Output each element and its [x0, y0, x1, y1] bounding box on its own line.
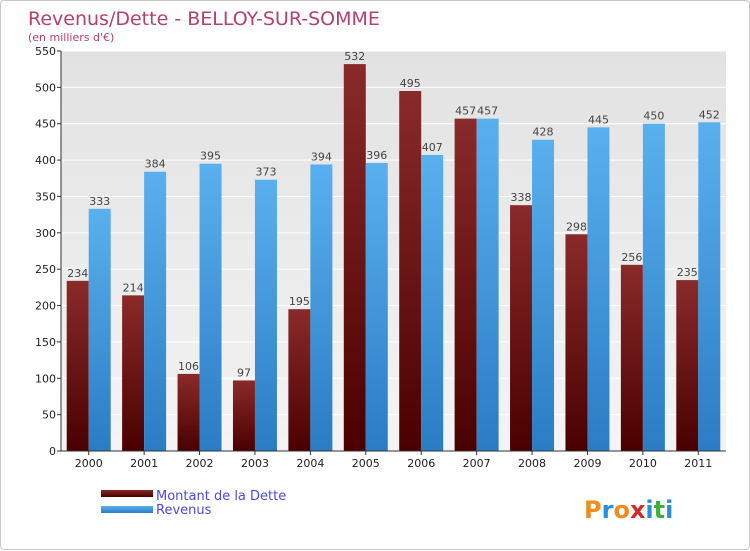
x-tick-label: 2002	[186, 457, 214, 470]
brand-letter: o	[613, 496, 630, 524]
data-label: 235	[677, 266, 698, 279]
x-tick-label: 2010	[629, 457, 657, 470]
y-tick-label: 300	[35, 227, 56, 240]
bar-revenus-2002	[199, 163, 222, 451]
x-tick-label: 2007	[463, 457, 491, 470]
y-tick-label: 150	[35, 336, 56, 349]
bar-revenus-2006	[421, 155, 444, 451]
legend: Montant de la Dette Revenus	[101, 489, 286, 518]
grid-lines	[61, 50, 726, 452]
bar-revenus-2000	[88, 208, 111, 451]
y-tick-label: 0	[49, 445, 56, 458]
y-axis: 0 50 100 150 200 250 300 350 400 450 500 550	[35, 45, 62, 458]
data-label: 298	[566, 220, 587, 233]
brand-letter: r	[602, 496, 614, 524]
bar-dette-2002	[177, 373, 200, 451]
bar-dette-2004	[288, 309, 311, 451]
y-tick-label: 400	[35, 154, 56, 167]
y-tick-label: 350	[35, 190, 56, 203]
bar-revenus-2011	[698, 122, 721, 451]
data-label: 256	[621, 251, 642, 264]
y-tick-label: 250	[35, 263, 56, 276]
proxiti-logo: Proxiti	[584, 496, 673, 524]
bar-dette-2008	[510, 205, 533, 451]
data-label: 532	[344, 50, 365, 63]
x-tick-label: 2004	[296, 457, 324, 470]
chart-subtitle: (en milliers d'€)	[28, 31, 114, 44]
data-label: 214	[123, 281, 144, 294]
data-label: 428	[533, 126, 554, 139]
x-tick-label: 2006	[407, 457, 435, 470]
data-labels: 234 333 214 384 106 395 97 373 195 394 532 396 495 40…	[67, 50, 720, 379]
brand-letter: x	[630, 496, 646, 524]
x-tick-label: 2003	[241, 457, 269, 470]
data-label: 395	[200, 150, 221, 163]
bar-dette-2005	[343, 64, 366, 451]
data-label: 457	[455, 105, 476, 118]
data-label: 495	[400, 77, 421, 90]
y-tick-label: 450	[35, 118, 56, 131]
data-label: 384	[145, 158, 166, 171]
data-label: 394	[311, 150, 332, 163]
y-tick-label: 200	[35, 300, 56, 313]
bar-dette-2007	[454, 118, 477, 452]
bar-revenus-2001	[144, 171, 167, 451]
bar-revenus-2005	[365, 163, 388, 451]
data-label: 445	[588, 113, 609, 126]
brand-letter: t	[654, 496, 665, 524]
x-tick-label: 2001	[130, 457, 158, 470]
bar-dette-2003	[232, 380, 255, 451]
bar-revenus-2009	[587, 127, 610, 451]
x-axis: 2000 2001 2002 2003 2004 2005 2006 2007 2008 2009…	[61, 450, 726, 470]
brand-letter: i	[645, 496, 653, 524]
brand-letter: P	[584, 496, 602, 524]
data-label: 450	[643, 110, 664, 123]
x-tick-label: 2011	[684, 457, 712, 470]
data-label: 234	[67, 267, 88, 280]
bar-dette-2006	[399, 91, 422, 451]
bar-revenus-2004	[310, 164, 333, 452]
data-label: 97	[237, 366, 251, 379]
bar-revenus-2007	[476, 118, 499, 452]
legend-swatch-dette	[101, 490, 153, 497]
plot-area	[61, 51, 726, 451]
data-label: 195	[289, 295, 310, 308]
legend-swatch-revenus	[101, 506, 153, 513]
y-tick-label: 50	[42, 409, 56, 422]
data-label: 333	[89, 195, 110, 208]
bar-revenus-2003	[254, 179, 277, 451]
x-tick-label: 2008	[518, 457, 546, 470]
bar-dette-2010	[620, 264, 643, 451]
y-tick-label: 550	[35, 45, 56, 58]
data-label: 452	[699, 108, 720, 121]
y-tick-label: 500	[35, 81, 56, 94]
bar-revenus-2008	[532, 139, 555, 451]
data-label: 396	[366, 149, 387, 162]
data-label: 373	[255, 166, 276, 179]
data-label: 338	[511, 191, 532, 204]
y-tick-label: 100	[35, 372, 56, 385]
bar-dette-2009	[565, 234, 588, 451]
data-label: 457	[477, 105, 498, 118]
data-label: 407	[422, 141, 443, 154]
legend-label-revenus: Revenus	[156, 503, 212, 518]
brand-text: Proxiti	[584, 496, 673, 524]
bar-dette-2011	[676, 280, 699, 451]
x-tick-label: 2000	[75, 457, 103, 470]
legend-label-dette: Montant de la Dette	[156, 489, 286, 504]
brand-letter: i	[665, 496, 673, 524]
data-label: 106	[178, 360, 199, 373]
bar-revenus-2010	[642, 123, 665, 452]
bars	[66, 64, 721, 452]
x-tick-label: 2009	[573, 457, 601, 470]
bar-dette-2000	[66, 280, 89, 451]
x-tick-label: 2005	[352, 457, 380, 470]
bar-dette-2001	[122, 295, 145, 451]
chart-title: Revenus/Dette - BELLOY-SUR-SOMME	[28, 8, 380, 30]
